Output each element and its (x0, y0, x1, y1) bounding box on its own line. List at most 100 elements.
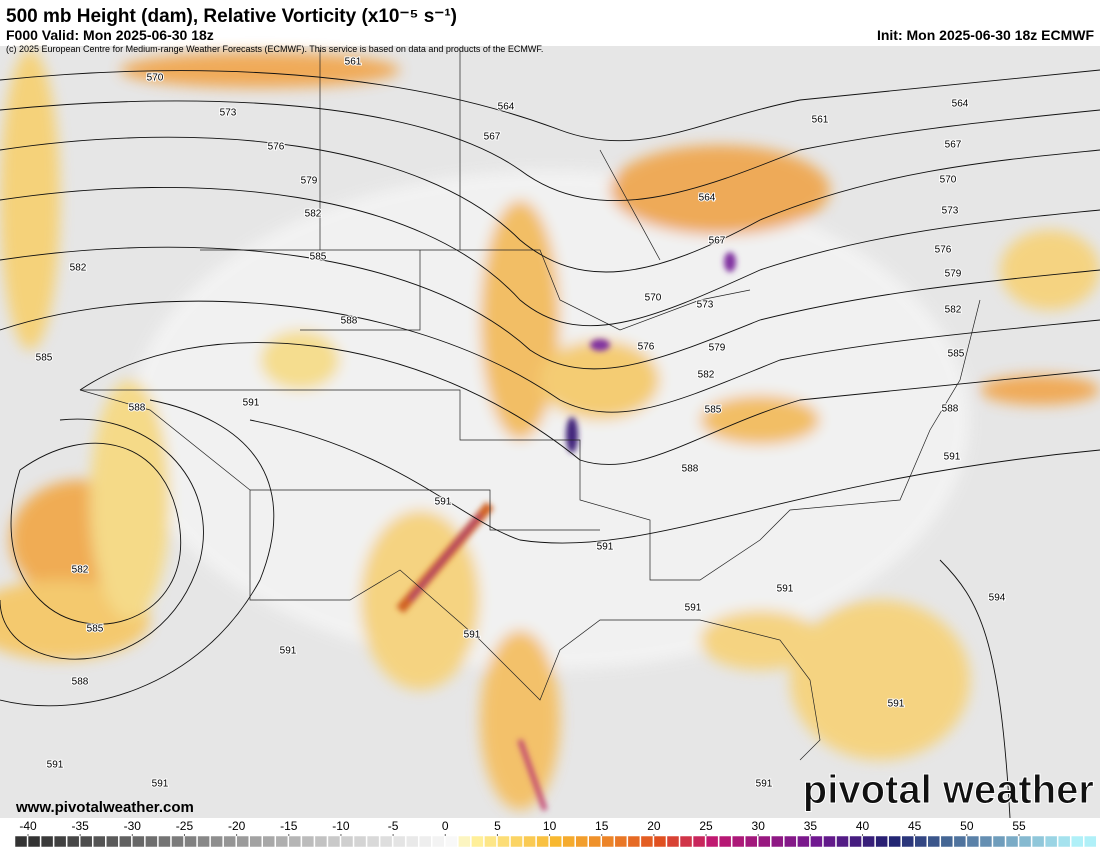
colorbar-swatch (588, 835, 602, 848)
colorbar-swatch (718, 835, 732, 848)
colorbar-swatch (458, 835, 471, 848)
colorbar-swatch (184, 835, 197, 848)
colorbar-swatch (27, 835, 41, 848)
colorbar-tick-label: 5 (494, 819, 501, 833)
contour-label: 591 (243, 398, 260, 409)
colorbar: -40 -35 -30 -25 -20 -15 -10 -5 0 5 10 15 20 25 30 35 40 4… (14, 819, 1097, 848)
contour-label: 573 (942, 206, 959, 217)
colorbar-swatch (236, 835, 249, 848)
init-time: Init: Mon 2025-06-30 18z ECMWF (877, 27, 1094, 43)
colorbar-swatch (353, 835, 367, 848)
contour-label: 588 (682, 464, 699, 475)
colorbar-tick-label: 35 (804, 819, 818, 833)
colorbar-tick-label: 15 (595, 819, 609, 833)
contour-label: 573 (220, 108, 237, 119)
colorbar-tick-label: 40 (856, 819, 870, 833)
contour-label: 591 (685, 603, 702, 614)
colorbar-swatch (79, 835, 93, 848)
colorbar-swatch (392, 835, 406, 848)
contour-label: 579 (945, 269, 962, 280)
valid-time: F000 Valid: Mon 2025-06-30 18z (6, 27, 214, 43)
colorbar-swatch (692, 835, 706, 848)
contour-label: 561 (812, 115, 829, 126)
colorbar-swatch (836, 835, 849, 848)
colorbar-swatch (601, 835, 615, 848)
colorbar-swatch (301, 835, 315, 848)
colorbar-swatch (614, 835, 628, 848)
contour-label: 564 (498, 102, 515, 113)
colorbar-swatch (771, 835, 784, 848)
contour-label: 588 (942, 404, 959, 415)
contour-label: 573 (697, 300, 714, 311)
colorbar-swatch (1044, 835, 1058, 848)
colorbar-swatch (1070, 835, 1084, 848)
boundaries (79, 50, 981, 761)
colorbar-swatch (249, 835, 262, 848)
colorbar-swatch (731, 835, 745, 848)
watermark: pivotal weather (803, 768, 1094, 812)
contour-label: 585 (87, 624, 104, 635)
colorbar-swatch (927, 835, 941, 848)
colorbar-tick-label: -10 (332, 819, 350, 833)
colorbar-tick-label: -30 (124, 819, 142, 833)
colorbar-swatch (288, 835, 302, 848)
colorbar-swatch (171, 835, 184, 848)
colorbar-swatch (40, 835, 54, 848)
colorbar-swatch (445, 835, 458, 848)
colorbar-tick-label: 0 (442, 819, 449, 833)
colorbar-swatch (979, 835, 993, 848)
contour-label: 570 (940, 175, 957, 186)
colorbar-swatch (327, 835, 341, 848)
colorbar-tick-label: -15 (280, 819, 298, 833)
contour-label: 591 (435, 497, 452, 508)
colorbar-swatch (653, 835, 667, 848)
colorbar-swatch (823, 835, 836, 848)
contour-label: 591 (888, 699, 905, 710)
colorbar-swatch (158, 835, 171, 848)
colorbar-swatch (471, 835, 484, 848)
contour-label: 567 (709, 236, 726, 247)
contour-label: 567 (945, 140, 962, 151)
colorbar-swatch (1018, 835, 1032, 848)
colorbar-tick-label: 25 (699, 819, 713, 833)
contour-label: 594 (989, 593, 1006, 604)
height-contours (0, 69, 1100, 819)
contour-label: 579 (301, 176, 318, 187)
contour-label: 591 (597, 542, 614, 553)
contour-label: 579 (709, 343, 726, 354)
contour-label: 582 (72, 565, 89, 576)
colorbar-swatch (497, 835, 510, 848)
contour-label: 591 (280, 646, 297, 657)
colorbar-swatch (705, 835, 719, 848)
contour-label: 591 (152, 779, 169, 790)
colorbar-swatch (119, 835, 132, 848)
colorbar-swatch (536, 835, 549, 848)
colorbar-swatch (106, 835, 119, 848)
colorbar-swatch (640, 835, 654, 848)
colorbar-swatch (275, 835, 289, 848)
contour-label: 576 (268, 142, 285, 153)
contour-label: 588 (129, 403, 146, 414)
colorbar-swatch (132, 835, 145, 848)
website: www.pivotalweather.com (15, 799, 194, 816)
colorbar-swatch (66, 835, 80, 848)
colorbar-swatch (1083, 835, 1097, 848)
colorbar-swatch (627, 835, 641, 848)
colorbar-swatch (901, 835, 914, 848)
colorbar-swatch (53, 835, 67, 848)
colorbar-swatch (666, 835, 680, 848)
colorbar-tick-label: -35 (71, 819, 89, 833)
colorbar-swatch (888, 835, 901, 848)
colorbar-swatch (14, 835, 28, 848)
colorbar-swatch (784, 835, 797, 848)
contour-label: 570 (645, 293, 662, 304)
contour-label: 591 (464, 630, 481, 641)
contour-label: 591 (756, 779, 773, 790)
colorbar-swatch (418, 835, 432, 848)
colorbar-swatch (914, 835, 928, 848)
contour-label: 585 (705, 405, 722, 416)
colorbar-swatch (210, 835, 223, 848)
colorbar-swatch (966, 835, 980, 848)
